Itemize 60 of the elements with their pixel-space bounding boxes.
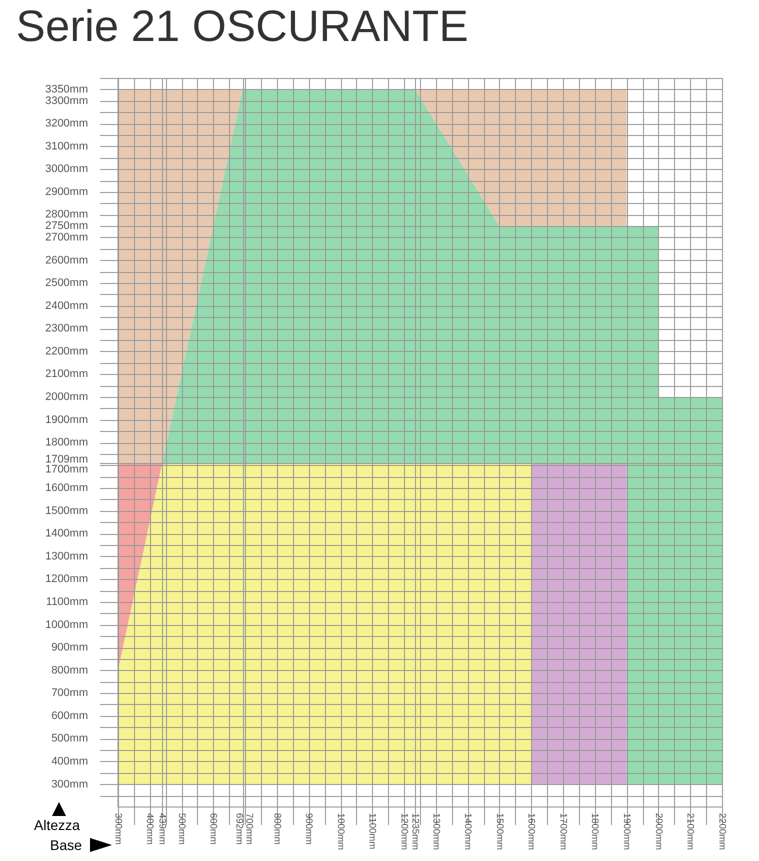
y-tick-label: 3300mm [45, 94, 88, 107]
y-tick-label: 2000mm [45, 390, 88, 403]
x-tick-label: 1700mm [557, 813, 568, 850]
x-tick-label: 500mm [176, 813, 187, 845]
y-tick-label: 1900mm [45, 414, 88, 426]
x-tick-label: 1400mm [462, 813, 474, 850]
x-tick-label: 439mm [156, 813, 168, 845]
y-tick-label: 2800mm [45, 208, 88, 221]
y-tick-label: 2400mm [45, 300, 88, 312]
y-tick-label: 3000mm [45, 163, 88, 176]
x-tick-label: 1100mm [366, 813, 378, 850]
y-tick-label: 1800mm [45, 436, 88, 449]
x-tick-label: 300mm [112, 813, 124, 845]
y-axis-title: Altezza [34, 816, 80, 833]
y-tick-label: 500mm [51, 732, 88, 745]
y-tick-label: 700mm [51, 687, 88, 700]
y-tick-label: 2700mm [45, 232, 88, 244]
y-tick-label: 1300mm [45, 550, 88, 562]
y-tick-label: 1000mm [45, 618, 88, 631]
y-tick-label: 2200mm [45, 345, 88, 358]
x-tick-label: 692mm [233, 813, 244, 845]
y-tick-label: 2100mm [45, 368, 88, 380]
y-tick-label: 800mm [51, 664, 88, 676]
x-tick-label: 600mm [208, 813, 219, 845]
y-tick-label: 400mm [51, 755, 88, 768]
x-tick-label: 1235mm [410, 813, 421, 850]
y-tick-label: 1600mm [45, 482, 88, 494]
y-tick-label: 3200mm [45, 118, 88, 130]
y-tick-label: 1500mm [45, 504, 88, 517]
chart-title: Serie 21 OSCURANTE [16, 2, 468, 52]
y-tick-label: 300mm [51, 778, 88, 790]
x-tick-label: 1000mm [334, 813, 346, 850]
y-tick-label: 1709mm [45, 453, 88, 466]
y-tick-label: 1200mm [45, 573, 88, 586]
y-tick-label: 2900mm [45, 186, 88, 198]
y-tick-label: 900mm [51, 642, 88, 654]
x-axis-title: Base [50, 836, 82, 853]
x-tick-label: 1300mm [430, 813, 442, 850]
y-tick-label: 2600mm [45, 254, 88, 266]
x-tick-label: 1900mm [621, 813, 632, 850]
y-tick-label: 2500mm [45, 277, 88, 290]
y-tick-label: 2300mm [45, 322, 88, 335]
y-tick-label: 1400mm [45, 528, 88, 540]
x-tick-label: 900mm [303, 813, 314, 845]
x-tick-label: 1200mm [398, 813, 410, 850]
x-tick-label: 1600mm [526, 813, 537, 850]
x-tick-label: 1800mm [589, 813, 600, 850]
x-tick-label: 2000mm [652, 813, 664, 850]
x-tick-label: 700mm [243, 813, 254, 845]
y-tick-label: 1700mm [45, 463, 88, 476]
x-tick-label: 2100mm [684, 813, 696, 850]
x-tick-label: 1500mm [494, 813, 505, 850]
x-tick-label: 400mm [144, 813, 156, 845]
x-tick-label: 2200mm [716, 813, 728, 850]
y-tick-label: 3100mm [45, 140, 88, 152]
y-tick-label: 1100mm [46, 596, 88, 608]
x-tick-label: 800mm [271, 813, 282, 845]
y-tick-label: 3350mm [45, 83, 88, 96]
y-tick-label: 2750mm [45, 220, 88, 232]
y-tick-label: 600mm [51, 710, 88, 722]
